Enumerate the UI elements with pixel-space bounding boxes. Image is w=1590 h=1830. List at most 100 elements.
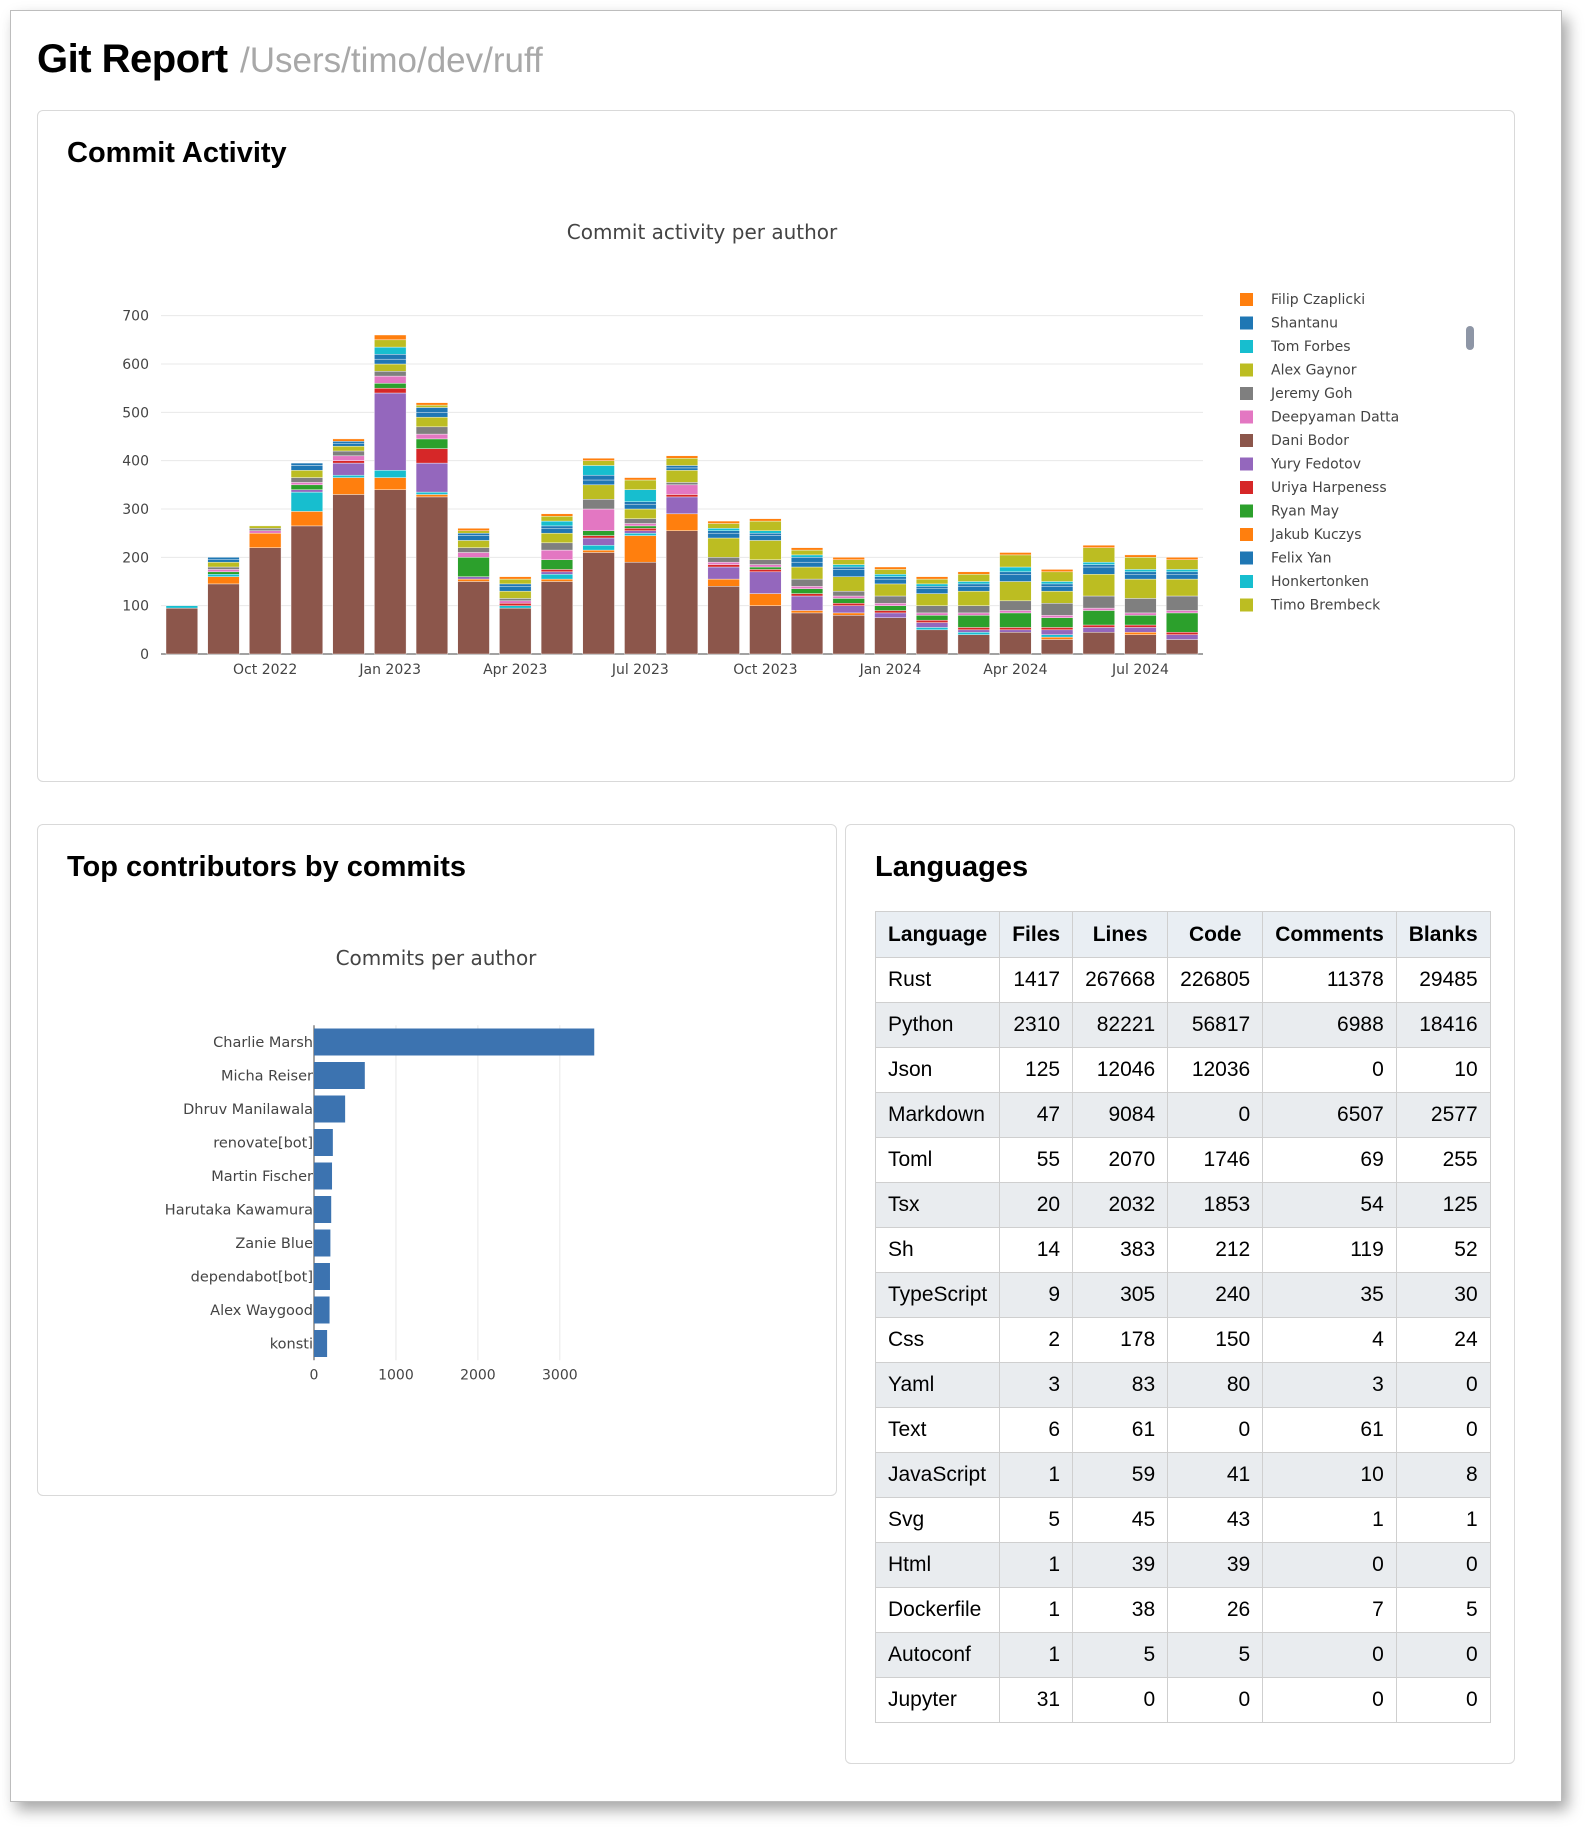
table-cell: 255 [1395, 1137, 1491, 1183]
legend-label: Timo Brembeck [1270, 598, 1381, 614]
legend-item[interactable]: Tom Forbes [1240, 339, 1351, 355]
bar-segment [1166, 569, 1199, 573]
column-header: Blanks [1395, 911, 1491, 958]
bar-segment [1041, 634, 1074, 638]
bar-segment [916, 583, 949, 587]
legend-item[interactable]: Felix Yan [1240, 551, 1332, 567]
bar-segment [999, 610, 1032, 614]
bar-segment [582, 465, 615, 476]
bar-segment [1166, 571, 1199, 575]
table-cell: 31 [999, 1677, 1074, 1723]
legend-item[interactable]: Alex Gaynor [1240, 363, 1357, 379]
legend-item[interactable]: Timo Brembeck [1240, 598, 1381, 614]
bar-segment [707, 530, 740, 534]
bar-segment [916, 588, 949, 594]
x-tick-label: Jan 2023 [358, 662, 421, 678]
legend-item[interactable]: Honkertonken [1240, 574, 1369, 590]
legend-item[interactable]: Deepyaman Datta [1240, 410, 1399, 426]
table-cell: 35 [1262, 1272, 1397, 1318]
legend-label: Jeremy Goh [1270, 386, 1352, 402]
bar-segment [540, 532, 573, 544]
table-cell: 38 [1072, 1587, 1169, 1633]
table-cell: 0 [1167, 1407, 1264, 1453]
legend-swatch [1240, 410, 1253, 424]
bar-segment [457, 557, 490, 577]
bar-segment [540, 574, 573, 580]
bar-segment [1124, 598, 1157, 614]
table-cell: 61 [1072, 1407, 1169, 1453]
column-header: Comments [1262, 911, 1397, 958]
table-cell: 12046 [1072, 1047, 1169, 1093]
table-cell: 1417 [999, 957, 1074, 1003]
y-tick-label: Zanie Blue [235, 1236, 313, 1252]
legend-swatch [1240, 293, 1253, 306]
legend-item[interactable]: Yury Fedotov [1240, 457, 1361, 473]
x-tick-label: 1000 [378, 1367, 414, 1383]
commits-per-author-chart[interactable]: Commits per author 0 1000 2000 3000 Charlie M… [38, 825, 836, 1495]
bar-segment [957, 629, 990, 633]
bar-segment [1082, 547, 1115, 563]
bar-segment [374, 383, 407, 389]
bar-segment [1166, 639, 1199, 655]
table-cell: 125 [1395, 1182, 1491, 1228]
bar-segment [165, 607, 198, 655]
bar-segment [1124, 557, 1157, 570]
bar-segment [832, 605, 865, 614]
bar-segment [1082, 545, 1115, 548]
table-cell: 0 [1262, 1632, 1397, 1678]
bar-segment [1166, 632, 1199, 635]
top-contributors-card: Top contributors by commits Commits per … [37, 824, 837, 1496]
legend-item[interactable]: Dani Bodor [1240, 433, 1349, 449]
bar [314, 1296, 330, 1324]
bar [314, 1162, 333, 1190]
bar-segment [374, 392, 407, 471]
bar-segment [957, 581, 990, 585]
bar-segment [832, 576, 865, 592]
y-tick-label: 600 [122, 357, 149, 373]
bar-segment [832, 557, 865, 560]
legend-item[interactable]: Uriya Harpeness [1240, 480, 1387, 496]
legend-item[interactable]: Shantanu [1240, 316, 1338, 332]
legend-swatch [1240, 316, 1253, 330]
bar-segment [415, 433, 448, 440]
bar-segment [1124, 578, 1157, 599]
bar-segment [290, 465, 323, 471]
bar-segment [1166, 610, 1199, 614]
bar-segment [665, 470, 699, 483]
table-cell: 0 [1072, 1677, 1169, 1723]
bar-segment [916, 619, 949, 623]
legend-swatch [1240, 551, 1253, 565]
bar-segment [1124, 615, 1157, 626]
legend-swatch [1240, 457, 1253, 471]
bar-segment [624, 530, 657, 534]
x-tick-label: Oct 2023 [733, 662, 797, 678]
legend-item[interactable]: Jeremy Goh [1240, 386, 1352, 402]
legend-item[interactable]: Ryan May [1240, 504, 1339, 520]
bar-segment [1082, 574, 1115, 597]
bar-segment [665, 513, 699, 531]
bar-segment [874, 576, 907, 580]
bar-segment [832, 564, 865, 568]
bar-segment [749, 593, 782, 606]
table-cell: 80 [1167, 1362, 1264, 1408]
legend-item[interactable]: Jakub Kuczys [1240, 527, 1362, 543]
y-tick-label: 0 [140, 647, 149, 663]
table-cell: 1 [1395, 1497, 1491, 1543]
table-cell: 61 [1262, 1407, 1397, 1453]
bar-segment [749, 564, 782, 568]
x-tick-label: Jul 2023 [611, 662, 669, 678]
bar-segment [499, 578, 532, 585]
table-cell: 1 [999, 1632, 1074, 1678]
bar-segment [665, 494, 699, 498]
table-row: Json 125 12046 12036 0 10 [874, 1047, 1491, 1093]
bar-segment [999, 612, 1032, 628]
legend-scrollbar[interactable] [1466, 326, 1474, 350]
bar-segment [207, 566, 240, 570]
commit-activity-chart[interactable]: Commit activity per author 0 100 200 300 400 5… [38, 111, 1514, 781]
table-cell: 178 [1072, 1317, 1169, 1363]
bar [314, 1330, 328, 1357]
bar-segment [999, 574, 1032, 582]
legend-label: Filip Czaplicki [1271, 292, 1365, 308]
table-cell: 0 [1395, 1632, 1491, 1678]
legend-item[interactable]: Filip Czaplicki [1240, 292, 1365, 308]
